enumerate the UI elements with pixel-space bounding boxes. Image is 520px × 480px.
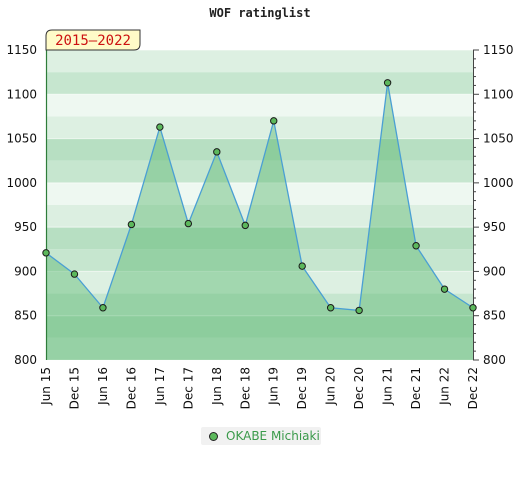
x-tick-label: Dec 20 [352, 367, 366, 409]
data-point[interactable] [70, 270, 79, 278]
grid-band [46, 116, 473, 139]
y-tick-label-left: 1000 [6, 176, 37, 190]
y-tick-label-right: 950 [483, 220, 506, 234]
data-point[interactable] [184, 219, 193, 228]
y-tick-label-right: 1100 [483, 87, 514, 101]
data-point[interactable] [156, 123, 164, 131]
grid-band [46, 94, 473, 117]
x-tick-label: Jun 16 [96, 367, 110, 406]
x-tick-label: Dec 17 [181, 367, 195, 409]
legend-marker-icon [209, 432, 218, 441]
data-point[interactable] [469, 304, 477, 312]
grid-band [46, 227, 473, 250]
data-points [42, 79, 477, 315]
grid-band [46, 315, 473, 338]
series-line [45, 82, 474, 312]
grid-band [46, 50, 473, 73]
chart-title: WOF ratinglist [209, 6, 310, 20]
data-point[interactable] [99, 304, 107, 312]
data-point[interactable] [326, 304, 335, 312]
data-point[interactable] [42, 249, 50, 257]
y-tick-label-right: 1050 [483, 132, 514, 146]
y-tick-label-left: 1100 [6, 87, 37, 101]
period-badge-text: 2015–2022 [55, 33, 131, 49]
y-tick-label-left: 800 [14, 353, 37, 367]
grid-band [46, 182, 473, 205]
y-tick-label-right: 1150 [483, 43, 514, 57]
period-badge: 2015–2022 [45, 29, 141, 51]
legend-series-label: OKABE Michiaki [226, 429, 320, 443]
axis-labels: 800 800 850 850 900 900 950 950 1000 1000 1050 1050… [6, 43, 513, 409]
x-tick-label: Jun 22 [438, 367, 452, 406]
x-tick-label: Dec 16 [124, 367, 138, 409]
data-point[interactable] [298, 262, 306, 270]
grid-band [46, 72, 473, 95]
y-tick-label-left: 950 [14, 220, 37, 234]
y-tick-label-right: 800 [483, 353, 506, 367]
y-tick-label-left: 850 [14, 309, 37, 323]
y-tick-label-right: 900 [483, 264, 506, 278]
y-tick-label-left: 900 [14, 264, 37, 278]
y-tick-label-right: 1000 [483, 176, 514, 190]
x-tick-label: Dec 15 [67, 367, 81, 409]
x-tick-label: Jun 17 [153, 367, 167, 406]
x-tick-label: Dec 22 [466, 367, 480, 409]
x-tick-label: Dec 19 [295, 367, 309, 409]
x-tick-label: Dec 21 [409, 367, 423, 409]
data-point[interactable] [127, 220, 136, 229]
data-point[interactable] [355, 306, 363, 315]
x-tick-label: Jun 20 [324, 367, 338, 406]
grid-band [46, 138, 473, 161]
y-tick-label-right: 850 [483, 309, 506, 323]
x-tick-label: Jun 18 [210, 367, 224, 406]
y-tick-label-left: 1050 [6, 132, 37, 146]
x-tick-label: Jun 15 [39, 367, 53, 406]
area-layer [45, 82, 474, 361]
x-tick-label: Jun 21 [381, 367, 395, 406]
legend[interactable]: OKABE Michiaki [201, 427, 321, 445]
x-tick-label: Dec 18 [238, 367, 252, 409]
grid-band [46, 205, 473, 228]
grid-band [46, 293, 473, 316]
y-tick-label-left: 1150 [6, 43, 37, 57]
grid-band [46, 337, 473, 360]
data-point[interactable] [270, 117, 278, 125]
x-tick-label: Jun 19 [267, 367, 281, 406]
data-point[interactable] [412, 242, 420, 250]
data-point[interactable] [213, 148, 221, 156]
data-point[interactable] [241, 221, 249, 230]
grid-band [46, 271, 473, 294]
data-point[interactable] [440, 285, 449, 293]
data-point[interactable] [383, 79, 392, 87]
